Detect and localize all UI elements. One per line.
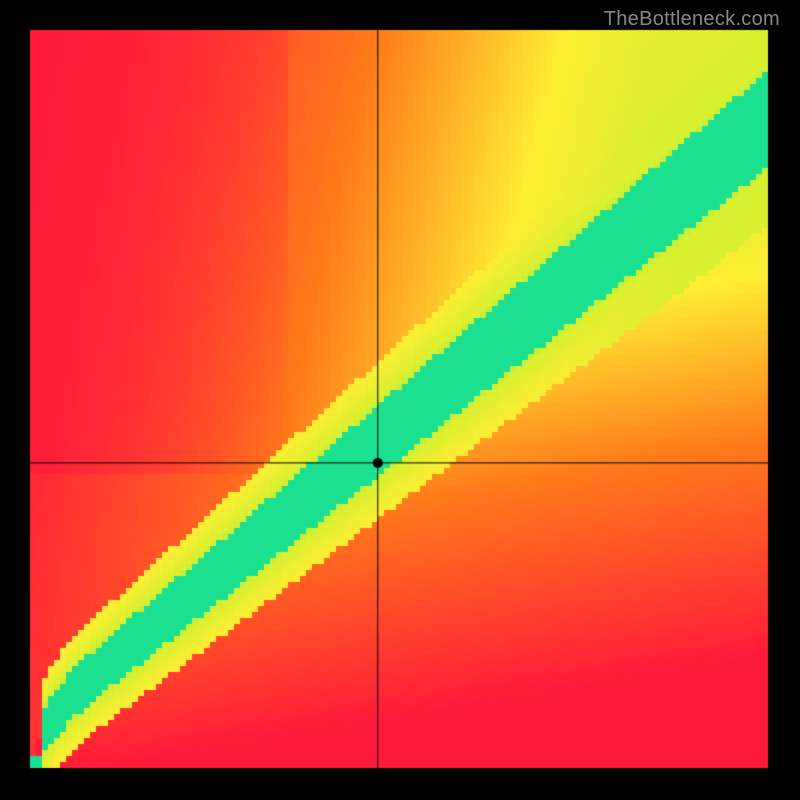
chart-container: TheBottleneck.com [0,0,800,800]
heatmap-canvas [0,0,800,800]
watermark-text: TheBottleneck.com [604,8,780,31]
